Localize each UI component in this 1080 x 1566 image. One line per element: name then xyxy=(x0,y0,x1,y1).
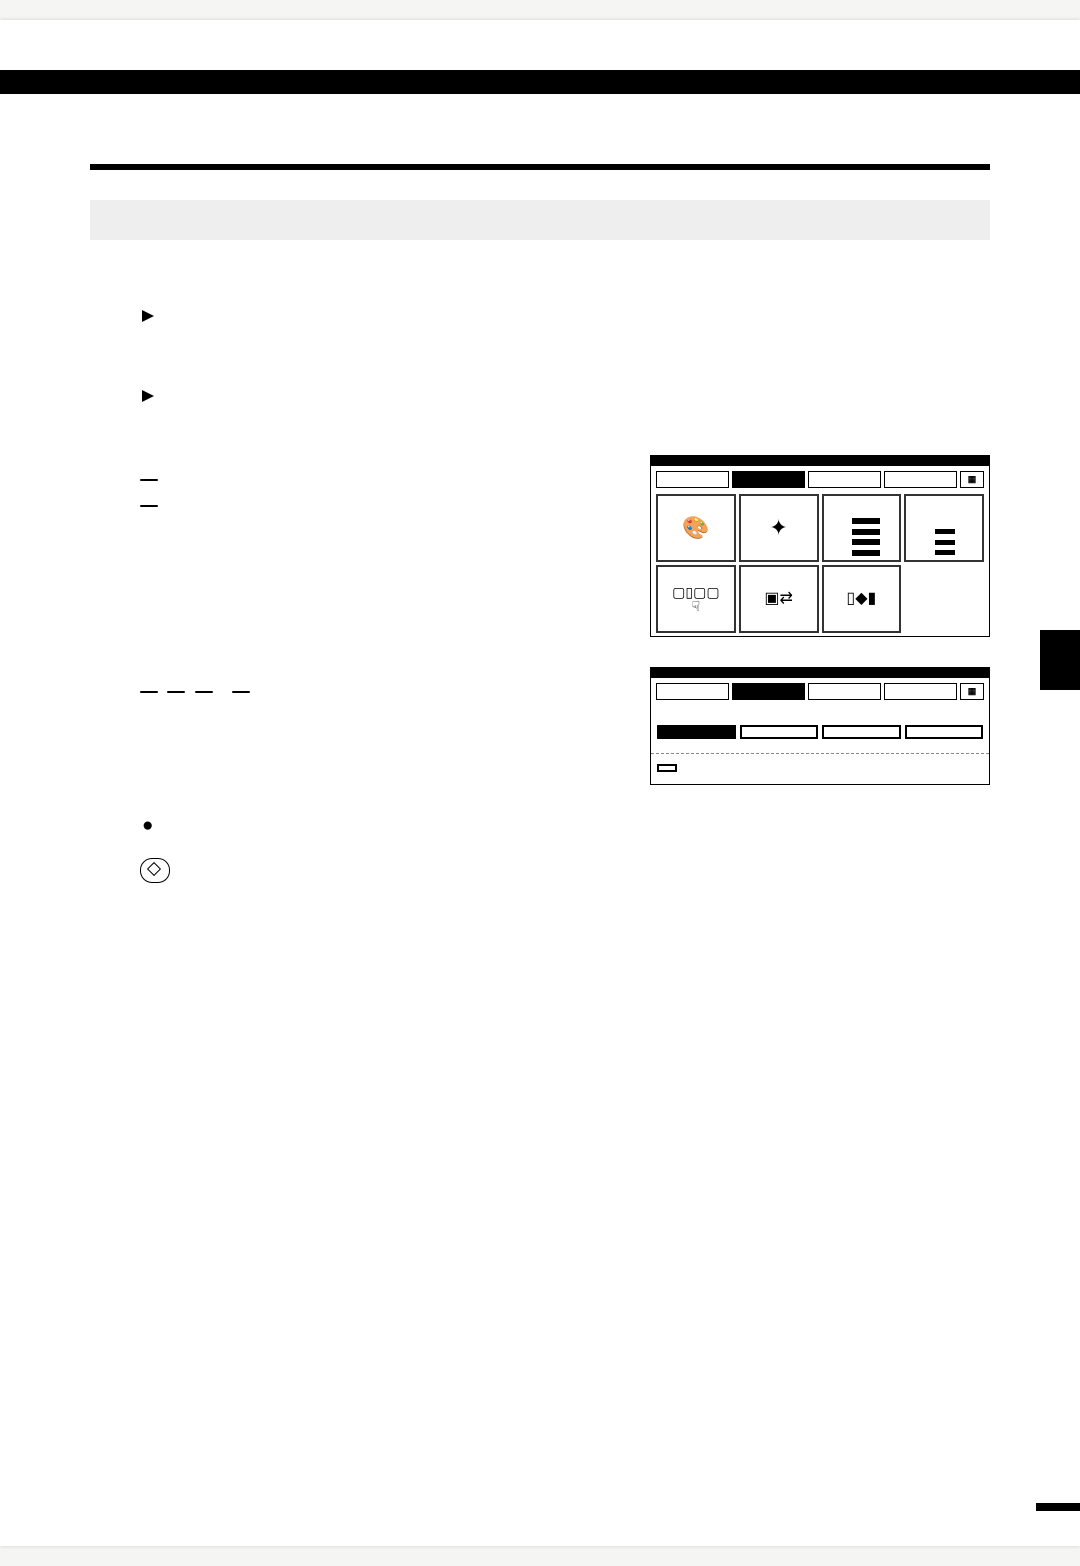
btn-hue-saturation[interactable]: ✦ xyxy=(739,494,819,562)
step-2 xyxy=(90,375,990,425)
tab-program[interactable] xyxy=(884,471,957,488)
cancel-row xyxy=(651,753,989,784)
one-touch-buttons xyxy=(651,711,989,753)
page-number xyxy=(1036,1503,1080,1511)
btn-sharpness[interactable]: ▯◆▮ xyxy=(822,565,902,633)
rgb-sliders xyxy=(933,527,955,558)
tab-program[interactable] xyxy=(884,683,957,700)
tab-basic[interactable] xyxy=(656,471,729,488)
tab-colour[interactable] xyxy=(732,683,805,700)
hue-icon: ✦ xyxy=(769,498,787,558)
chapter-tab xyxy=(1040,630,1080,690)
vivid-key xyxy=(195,691,213,693)
section-header xyxy=(0,70,1080,94)
btn-warm[interactable] xyxy=(657,725,736,739)
btn-rgb-adjustment[interactable] xyxy=(904,494,984,562)
palette-icon: 🎨 xyxy=(682,498,709,558)
intro-text xyxy=(90,200,990,240)
lcd-one-touch-menu: ▦ xyxy=(650,667,990,785)
arrow-icon xyxy=(142,310,154,322)
tab-edit[interactable] xyxy=(808,683,881,700)
btn-clear[interactable] xyxy=(905,725,984,739)
step-body xyxy=(138,849,990,883)
empty-cell xyxy=(904,565,984,633)
tab-settings-icon[interactable]: ▦ xyxy=(960,683,984,700)
warm-key xyxy=(140,691,158,693)
step-3-row: ▦ 🎨 ✦ xyxy=(90,455,990,637)
colour-key xyxy=(140,479,158,481)
tab-basic[interactable] xyxy=(656,683,729,700)
step-body xyxy=(138,667,630,701)
step-body xyxy=(138,455,630,514)
lcd-option-grid: 🎨 ✦ xyxy=(651,491,989,636)
tab-settings-icon[interactable]: ▦ xyxy=(960,471,984,488)
cool-key xyxy=(167,691,185,693)
step-4-row: ▦ xyxy=(90,667,990,785)
step-number xyxy=(90,667,138,701)
btn-cancel[interactable] xyxy=(657,764,677,772)
btn-vivid[interactable] xyxy=(822,725,901,739)
clear-key xyxy=(232,691,250,693)
start-key xyxy=(140,858,170,883)
btn-colour-balance[interactable] xyxy=(822,494,902,562)
background-icon: ▣⇄ xyxy=(764,569,793,629)
btn-one-touch-adjustment[interactable]: ▢▯▢▢☟ xyxy=(656,565,736,633)
step-1 xyxy=(90,295,990,345)
step-5 xyxy=(90,849,990,899)
lcd-tab-row: ▦ xyxy=(651,466,989,491)
note-text xyxy=(142,815,990,837)
step-number xyxy=(90,455,138,514)
divider xyxy=(90,164,990,170)
btn-cool[interactable] xyxy=(740,725,819,739)
one-touch-key xyxy=(140,505,158,507)
lcd-sub-header xyxy=(651,703,989,711)
tab-colour[interactable] xyxy=(732,471,805,488)
step-body xyxy=(138,375,990,409)
arrow-icon xyxy=(142,390,154,402)
lcd-tab-row: ▦ xyxy=(651,678,989,703)
manual-page: ▦ 🎨 ✦ xyxy=(0,20,1080,1546)
btn-background-adjustment[interactable]: ▣⇄ xyxy=(739,565,819,633)
sharpness-icon: ▯◆▮ xyxy=(846,569,876,629)
one-touch-icon: ▢▯▢▢☟ xyxy=(672,569,719,629)
tab-edit[interactable] xyxy=(808,471,881,488)
step-body xyxy=(138,295,990,329)
lcd-colour-menu: ▦ 🎨 ✦ xyxy=(650,455,990,637)
content-area: ▦ 🎨 ✦ xyxy=(0,94,1080,899)
ymck-sliders xyxy=(842,516,880,558)
btn-monocolour[interactable]: 🎨 xyxy=(656,494,736,562)
